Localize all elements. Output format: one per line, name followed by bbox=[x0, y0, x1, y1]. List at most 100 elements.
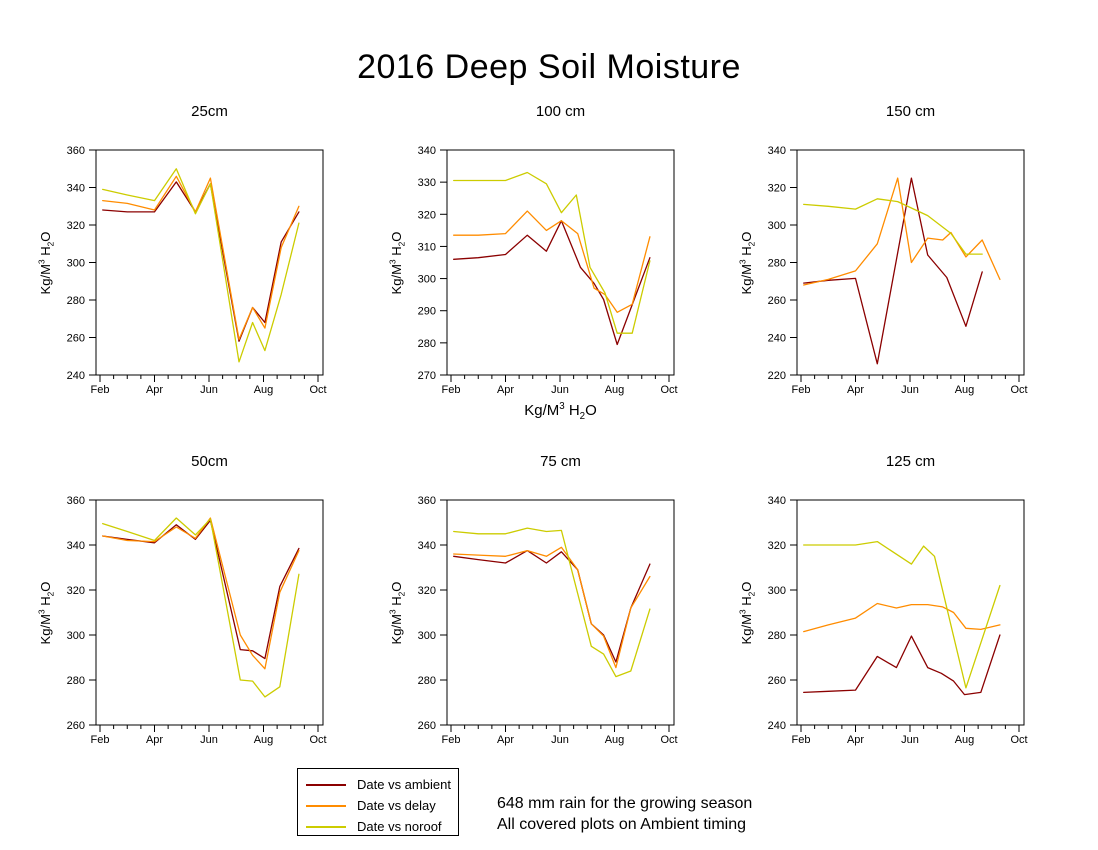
y-tick-label: 360 bbox=[67, 145, 85, 157]
x-tick-label: Feb bbox=[442, 734, 461, 746]
subplot-25cm: 25cm Kg/M3 H2O 240 260 280 300 320 340 360 Feb A… bbox=[30, 100, 340, 440]
x-axis-label-text: O bbox=[585, 402, 597, 419]
subplot-75cm: 75 cm Kg/M3 H2O 260 280 300 320 340 360 Feb Apr… bbox=[381, 450, 691, 790]
x-tick-label: Aug bbox=[605, 734, 625, 746]
series-line-date-vs-ambient bbox=[453, 549, 651, 663]
x-tick-label: Oct bbox=[309, 384, 326, 396]
legend-line-noroof bbox=[306, 825, 346, 828]
y-tick-label: 340 bbox=[768, 145, 786, 157]
subplot-title: 100 cm bbox=[535, 103, 586, 120]
x-axis: Feb Apr Jun Aug Oct bbox=[792, 725, 1028, 746]
y-tick-label: 340 bbox=[418, 540, 436, 552]
y-tick-label: 260 bbox=[67, 720, 85, 732]
series-line-date-vs-ambient bbox=[803, 634, 1001, 696]
y-tick-label: 300 bbox=[67, 630, 85, 642]
x-axis: Feb Apr Jun Aug Oct bbox=[792, 375, 1028, 396]
subplot-title: 75 cm bbox=[540, 453, 581, 470]
subplot-title: 125 cm bbox=[885, 453, 936, 470]
subplot-title: 50cm bbox=[191, 453, 228, 470]
y-tick-label: 300 bbox=[418, 274, 436, 286]
x-axis-label-sub: 2 bbox=[579, 411, 586, 422]
annotation-line-1: 648 mm rain for the growing season bbox=[497, 795, 753, 812]
series-line-date-vs-delay bbox=[453, 546, 651, 669]
plot-area-75cm: 260 280 300 320 340 360 Feb Apr Jun Aug Oct bbox=[418, 495, 678, 746]
y-tick-label: 300 bbox=[768, 220, 786, 232]
y-tick-label: 220 bbox=[768, 370, 786, 382]
legend-label: Date vs noroof bbox=[357, 819, 442, 834]
y-tick-label: 260 bbox=[67, 333, 85, 345]
legend-item: Date vs delay bbox=[298, 795, 458, 816]
y-tick-label: 240 bbox=[768, 333, 786, 345]
series-line-date-vs-ambient bbox=[453, 220, 651, 346]
plot-area-100cm: 270 280 290 300 310 320 330 340 Feb Apr Jun Aug Oct bbox=[418, 145, 678, 396]
y-tick-label: 270 bbox=[418, 370, 436, 382]
series-line-date-vs-ambient bbox=[102, 181, 300, 342]
series-line-date-vs-delay bbox=[102, 517, 300, 670]
x-axis: Feb Apr Jun Aug Oct bbox=[91, 725, 327, 746]
legend-line-ambient bbox=[306, 783, 346, 786]
y-tick-label: 340 bbox=[67, 183, 85, 195]
figure-title: 2016 Deep Soil Moisture bbox=[357, 48, 741, 86]
y-axis: 270 280 290 300 310 320 330 340 bbox=[418, 145, 447, 382]
subplot-title: 25cm bbox=[191, 103, 228, 120]
legend-label: Date vs delay bbox=[357, 798, 436, 813]
y-tick-label: 260 bbox=[418, 720, 436, 732]
x-tick-label: Apr bbox=[847, 734, 864, 746]
subplot-150cm: 150 cm Kg/M3 H2O 220 240 260 280 300 320 340 Fe… bbox=[731, 100, 1041, 440]
x-axis-label: Kg/M3 H2O bbox=[447, 401, 674, 422]
y-tick-label: 280 bbox=[768, 630, 786, 642]
y-tick-label: 240 bbox=[67, 370, 85, 382]
y-tick-label: 300 bbox=[67, 258, 85, 270]
series-line-date-vs-noroof bbox=[453, 527, 651, 678]
x-tick-label: Feb bbox=[91, 734, 110, 746]
legend-label: Date vs ambient bbox=[357, 777, 451, 792]
y-tick-label: 280 bbox=[67, 295, 85, 307]
plot-area-150cm: 220 240 260 280 300 320 340 Feb Apr Jun Aug Oct bbox=[768, 145, 1028, 396]
y-axis: 260 280 300 320 340 360 bbox=[67, 495, 96, 732]
y-tick-label: 340 bbox=[67, 540, 85, 552]
legend: Date vs ambient Date vs delay Date vs no… bbox=[297, 768, 459, 836]
x-tick-label: Jun bbox=[200, 734, 218, 746]
y-tick-label: 280 bbox=[768, 258, 786, 270]
y-tick-label: 360 bbox=[418, 495, 436, 507]
subplot-125cm: 125 cm Kg/M3 H2O 240 260 280 300 320 340 Feb Ap… bbox=[731, 450, 1041, 790]
y-tick-label: 320 bbox=[67, 585, 85, 597]
x-axis: Feb Apr Jun Aug Oct bbox=[442, 375, 678, 396]
y-axis: 220 240 260 280 300 320 340 bbox=[768, 145, 797, 382]
series-line-date-vs-noroof bbox=[803, 198, 983, 255]
x-tick-label: Apr bbox=[497, 734, 514, 746]
x-tick-label: Oct bbox=[309, 734, 326, 746]
plot-area-50cm: 260 280 300 320 340 360 Feb Apr Jun Aug Oct bbox=[67, 495, 327, 746]
series-line-date-vs-noroof bbox=[453, 171, 651, 334]
x-axis: Feb Apr Jun Aug Oct bbox=[91, 375, 327, 396]
y-tick-label: 290 bbox=[418, 306, 436, 318]
series-line-date-vs-delay bbox=[102, 175, 300, 341]
y-tick-label: 240 bbox=[768, 720, 786, 732]
x-axis-label-sup: 3 bbox=[559, 401, 565, 412]
x-tick-label: Oct bbox=[1010, 384, 1027, 396]
x-tick-label: Apr bbox=[146, 384, 163, 396]
x-tick-label: Aug bbox=[254, 384, 274, 396]
x-axis-label-text: Kg/M bbox=[524, 402, 560, 419]
x-tick-label: Apr bbox=[847, 384, 864, 396]
series-line-date-vs-ambient bbox=[803, 177, 983, 365]
y-tick-label: 320 bbox=[418, 585, 436, 597]
x-tick-label: Jun bbox=[551, 734, 569, 746]
series-line-date-vs-delay bbox=[453, 210, 651, 313]
subplot-100cm: 100 cm Kg/M3 H2O 270 280 290 300 310 320 330 34… bbox=[381, 100, 691, 440]
y-tick-label: 330 bbox=[418, 177, 436, 189]
y-tick-label: 320 bbox=[418, 209, 436, 221]
y-tick-label: 260 bbox=[768, 295, 786, 307]
y-tick-label: 320 bbox=[768, 540, 786, 552]
x-tick-label: Jun bbox=[901, 734, 919, 746]
y-axis: 260 280 300 320 340 360 bbox=[418, 495, 447, 732]
x-tick-label: Oct bbox=[660, 384, 677, 396]
y-axis: 240 260 280 300 320 340 360 bbox=[67, 145, 96, 382]
x-tick-label: Jun bbox=[551, 384, 569, 396]
legend-item: Date vs ambient bbox=[298, 774, 458, 795]
x-tick-label: Aug bbox=[955, 384, 975, 396]
y-tick-label: 300 bbox=[418, 630, 436, 642]
y-tick-label: 280 bbox=[67, 675, 85, 687]
x-tick-label: Aug bbox=[605, 384, 625, 396]
